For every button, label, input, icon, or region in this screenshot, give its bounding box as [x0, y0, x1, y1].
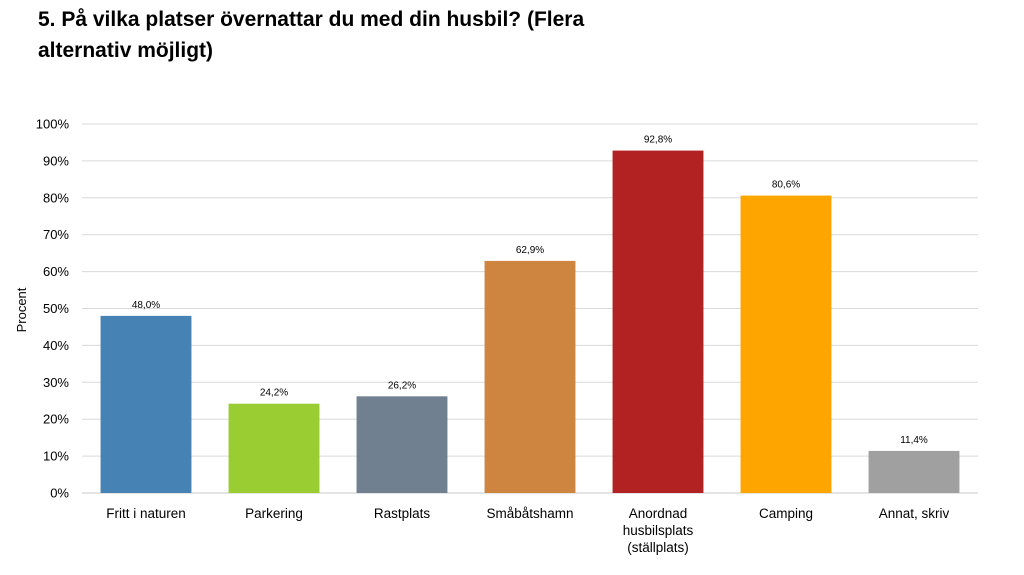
y-tick-label: 90%: [43, 153, 69, 168]
bar: [484, 260, 576, 493]
y-tick-label: 80%: [43, 190, 69, 205]
data-labels: 48,0% 24,2% 26,2% 62,9% 92,8% 80,6% 11,4%: [132, 135, 928, 446]
y-tick-label: 30%: [43, 375, 69, 390]
bars: [100, 150, 960, 493]
x-category-label: Rastplats: [374, 506, 431, 521]
x-category-label: Småbåtshamn: [486, 506, 573, 521]
y-tick-label: 40%: [43, 338, 69, 353]
y-axis-tick-labels: 0% 10% 20% 30% 40% 50% 60% 70% 80% 90% 100%: [36, 117, 70, 501]
x-category-label: (ställplats): [627, 540, 689, 555]
x-category-label: Parkering: [245, 506, 303, 521]
x-category-label: Fritt i naturen: [106, 506, 186, 521]
y-tick-label: 10%: [43, 449, 69, 464]
x-axis-category-labels: Fritt i naturen Parkering Rastplats Småbåts…: [106, 506, 949, 555]
bar: [100, 315, 192, 493]
y-tick-label: 50%: [43, 301, 69, 316]
y-axis-title: Procent: [14, 287, 29, 332]
y-tick-label: 20%: [43, 412, 69, 427]
y-tick-label: 60%: [43, 264, 69, 279]
y-tick-label: 70%: [43, 227, 69, 242]
x-category-label: Annat, skriv: [879, 506, 950, 521]
x-category-label: Anordnad: [629, 506, 688, 521]
bar: [868, 450, 960, 493]
y-tick-label: 100%: [36, 117, 70, 132]
x-category-label: husbilsplats: [623, 523, 694, 538]
x-category-label: Camping: [759, 506, 813, 521]
data-label: 62,9%: [516, 245, 544, 256]
data-label: 24,2%: [260, 388, 288, 399]
data-label: 80,6%: [772, 180, 800, 191]
bar: [356, 396, 448, 493]
chart-title: 5. På vilka platser övernattar du med di…: [38, 8, 585, 62]
data-label: 11,4%: [900, 435, 928, 446]
bar: [740, 195, 832, 493]
bar: [612, 150, 704, 493]
data-label: 26,2%: [388, 380, 416, 391]
data-label: 48,0%: [132, 300, 160, 311]
data-label: 92,8%: [644, 135, 672, 146]
bar: [228, 403, 320, 493]
y-tick-label: 0%: [50, 486, 69, 501]
